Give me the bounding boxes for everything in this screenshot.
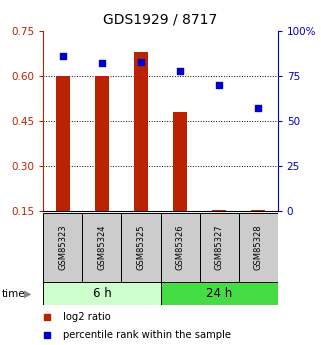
Bar xyxy=(212,210,226,211)
Bar xyxy=(43,282,160,305)
Point xyxy=(178,68,183,73)
Bar xyxy=(239,213,278,282)
Point xyxy=(242,250,247,255)
Text: log2 ratio: log2 ratio xyxy=(64,312,111,322)
Text: GDS1929 / 8717: GDS1929 / 8717 xyxy=(103,12,218,26)
Bar xyxy=(95,76,109,211)
Bar xyxy=(160,282,278,305)
Point xyxy=(99,61,104,66)
Point xyxy=(242,85,247,91)
Text: GSM85328: GSM85328 xyxy=(254,225,263,270)
Point xyxy=(138,59,143,65)
Text: GSM85326: GSM85326 xyxy=(176,225,185,270)
Point xyxy=(216,82,221,88)
Point xyxy=(256,106,261,111)
Bar xyxy=(160,213,200,282)
Bar xyxy=(121,213,160,282)
Text: GSM85323: GSM85323 xyxy=(58,225,67,270)
Bar xyxy=(173,112,187,211)
Text: percentile rank within the sample: percentile rank within the sample xyxy=(64,330,231,340)
Bar xyxy=(251,210,265,211)
Point xyxy=(60,53,65,59)
Text: time: time xyxy=(2,289,25,298)
Bar xyxy=(200,213,239,282)
Text: 6 h: 6 h xyxy=(92,287,111,300)
Text: GSM85327: GSM85327 xyxy=(214,225,224,270)
Text: ▶: ▶ xyxy=(24,289,31,298)
Bar xyxy=(82,213,121,282)
Text: GSM85325: GSM85325 xyxy=(136,225,145,270)
Text: GSM85324: GSM85324 xyxy=(97,225,107,270)
Text: 24 h: 24 h xyxy=(206,287,232,300)
Bar xyxy=(43,213,82,282)
Bar xyxy=(134,52,148,211)
Bar xyxy=(56,76,70,211)
